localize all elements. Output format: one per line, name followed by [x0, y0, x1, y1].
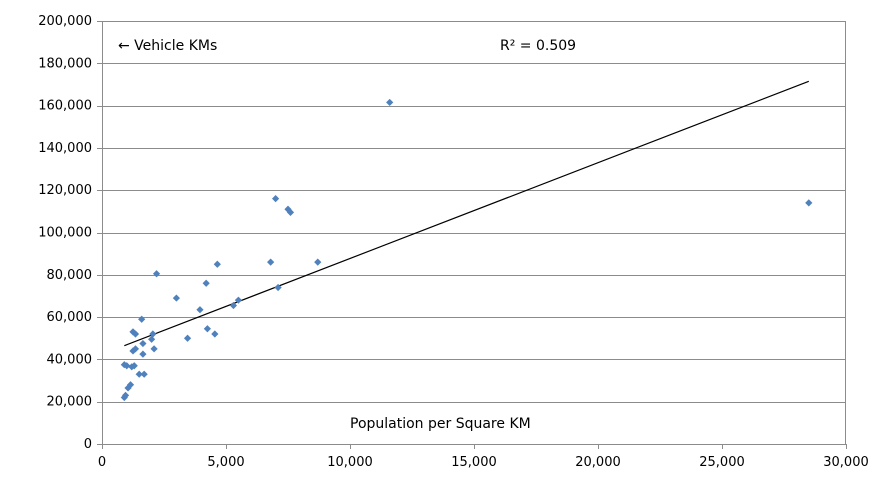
- y-tick-label: 20,000: [47, 395, 93, 410]
- data-point: [211, 330, 219, 338]
- data-point: [152, 270, 161, 278]
- y-axis-label: ← Vehicle KMs: [118, 38, 217, 54]
- data-point: [126, 381, 135, 389]
- data-point: [138, 315, 146, 323]
- data-point: [131, 345, 140, 353]
- data-point: [202, 279, 210, 287]
- y-tick-label: 160,000: [38, 99, 92, 114]
- x-axis-ticks: 0 5,000 10,000 15,000 20,000 25,000 30,000: [98, 455, 869, 470]
- data-point: [805, 199, 813, 207]
- data-point: [274, 283, 282, 292]
- data-point: [140, 370, 148, 378]
- r-squared-annotation: R² = 0.509: [500, 38, 576, 54]
- x-tick-label: 10,000: [327, 455, 373, 470]
- data-point: [272, 195, 280, 203]
- data-point: [149, 330, 157, 338]
- data-point: [121, 391, 130, 399]
- data-point: [139, 350, 147, 358]
- data-point: [183, 334, 192, 342]
- data-points: [120, 98, 813, 402]
- x-tick-label: 30,000: [823, 455, 869, 470]
- y-tick-label: 140,000: [38, 141, 92, 156]
- data-point: [196, 306, 204, 314]
- data-point: [130, 362, 138, 370]
- data-point: [314, 258, 322, 266]
- data-point: [150, 345, 158, 353]
- y-tick-label: 200,000: [38, 14, 92, 29]
- data-point: [129, 328, 137, 336]
- data-point: [286, 208, 295, 217]
- x-tick-label: 15,000: [451, 455, 497, 470]
- data-point: [124, 384, 132, 392]
- y-tick-label: 120,000: [38, 183, 92, 198]
- y-tick-label: 0: [84, 437, 92, 452]
- y-tick-label: 40,000: [47, 352, 93, 367]
- data-point: [229, 301, 238, 310]
- data-point: [213, 260, 221, 268]
- y-tick-label: 80,000: [47, 268, 93, 283]
- y-tick-label: 180,000: [38, 56, 92, 71]
- y-axis-ticks: 0 20,000 40,000 60,000 80,000 100,000 120,000 1…: [38, 14, 92, 452]
- gridlines: [97, 21, 847, 449]
- data-point: [172, 294, 180, 302]
- x-axis-label: Population per Square KM: [350, 416, 531, 432]
- x-tick-label: 0: [98, 455, 106, 470]
- data-point: [123, 362, 131, 370]
- y-tick-label: 60,000: [47, 310, 93, 325]
- x-tick-label: 25,000: [699, 455, 745, 470]
- data-point: [267, 258, 275, 266]
- y-tick-label: 100,000: [38, 226, 92, 241]
- data-point: [135, 370, 143, 378]
- x-tick-label: 20,000: [575, 455, 621, 470]
- data-point: [386, 98, 394, 107]
- plot-area: [102, 21, 846, 444]
- x-tick-label: 5,000: [207, 455, 244, 470]
- data-point: [139, 339, 147, 348]
- data-point: [148, 335, 156, 343]
- data-point: [203, 325, 211, 333]
- data-point: [131, 330, 140, 338]
- data-point: [234, 296, 242, 304]
